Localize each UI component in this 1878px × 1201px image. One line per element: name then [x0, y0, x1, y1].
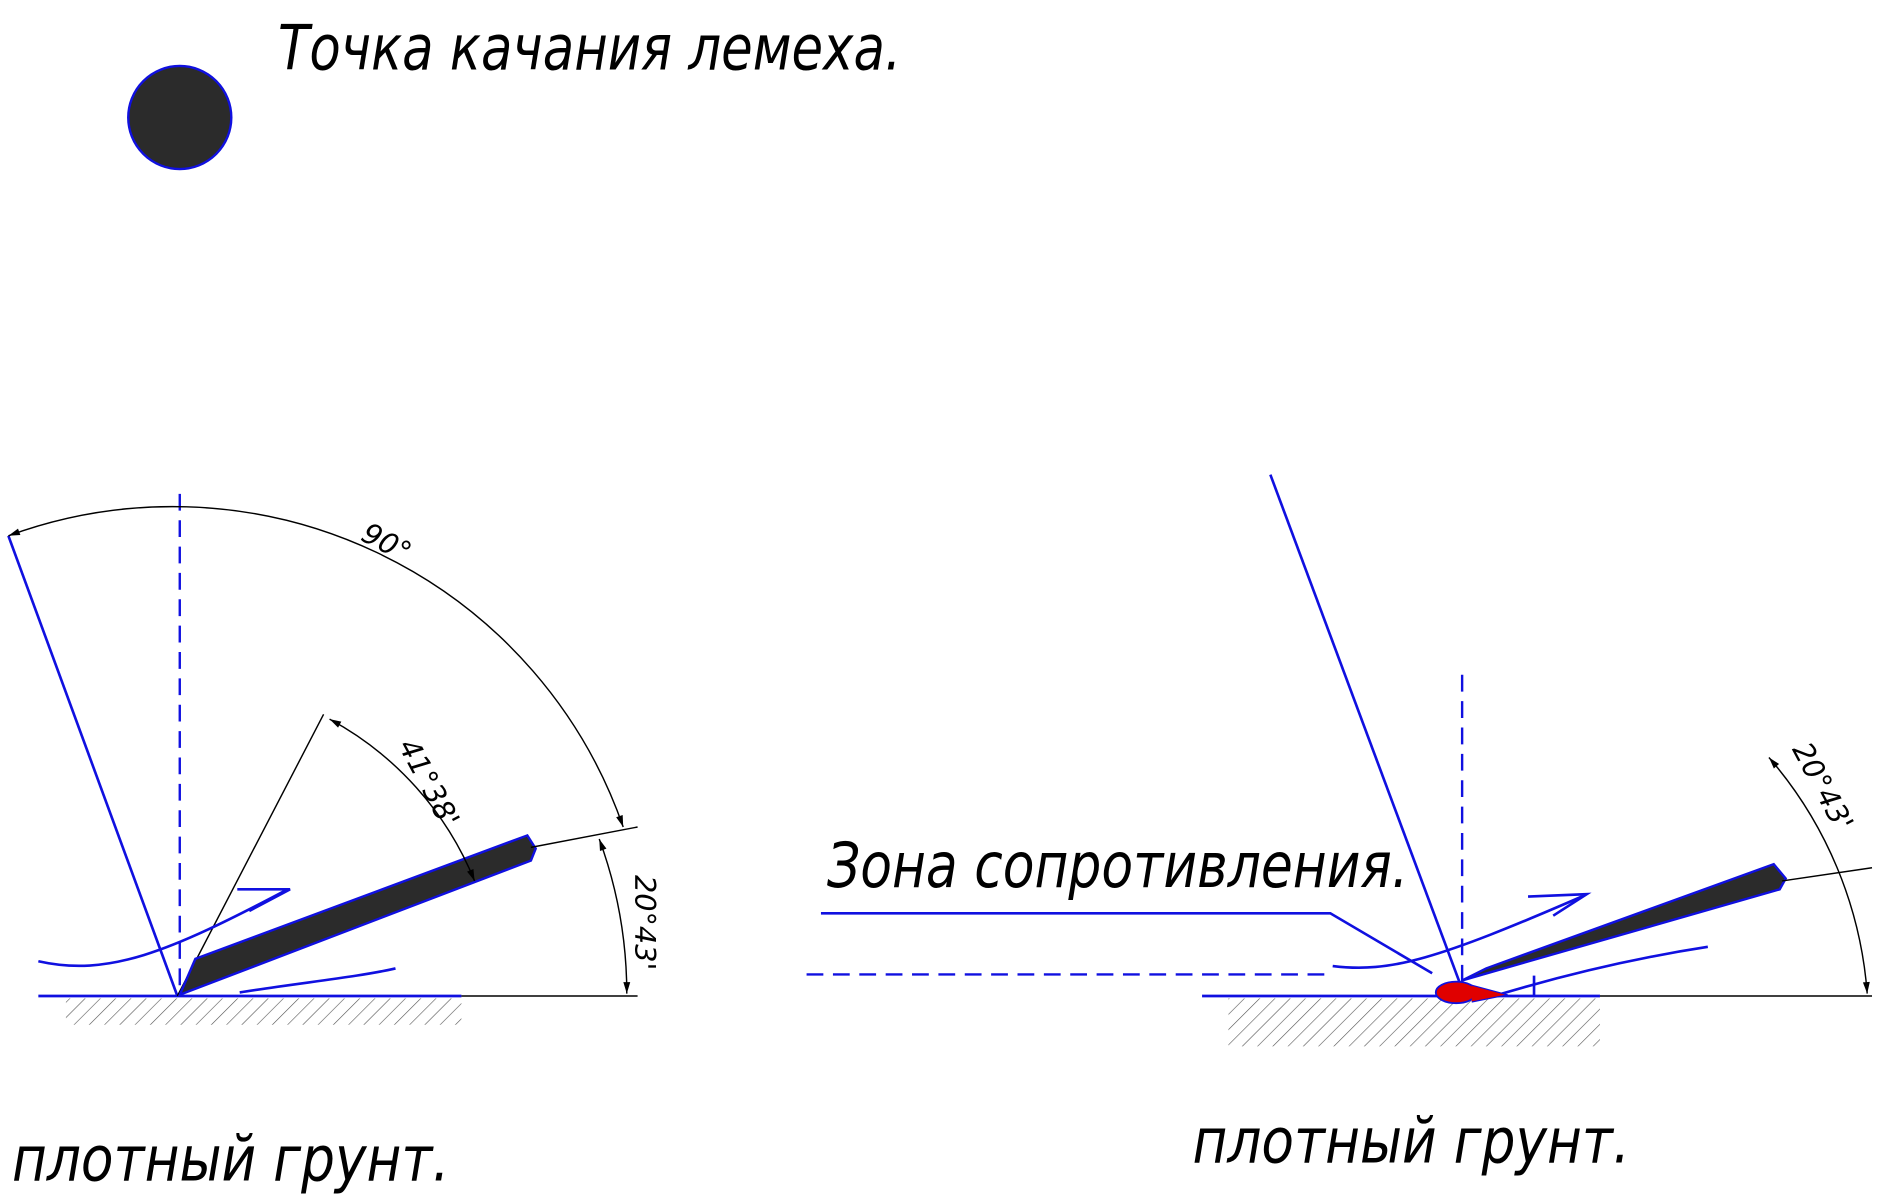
right-diagram: Зона сопротивления. 20°43' плотный грунт… — [806, 474, 1873, 1178]
zone-label: Зона сопротивления. — [827, 829, 1408, 902]
pivot-point — [127, 64, 233, 171]
title: Точка качания лемеха. — [278, 12, 901, 85]
angle-label: 90° — [356, 516, 417, 570]
soil-label: плотный грунт. — [1192, 1105, 1629, 1178]
soil-label: плотный грунт. — [12, 1123, 449, 1196]
angle-label: 20°43' — [1786, 736, 1861, 836]
angle-label: 41°38' — [392, 733, 467, 833]
angle-label: 20°43' — [628, 875, 662, 970]
left-diagram: 90° 41°38' 20°43' плотный грунт. — [7, 493, 662, 1196]
